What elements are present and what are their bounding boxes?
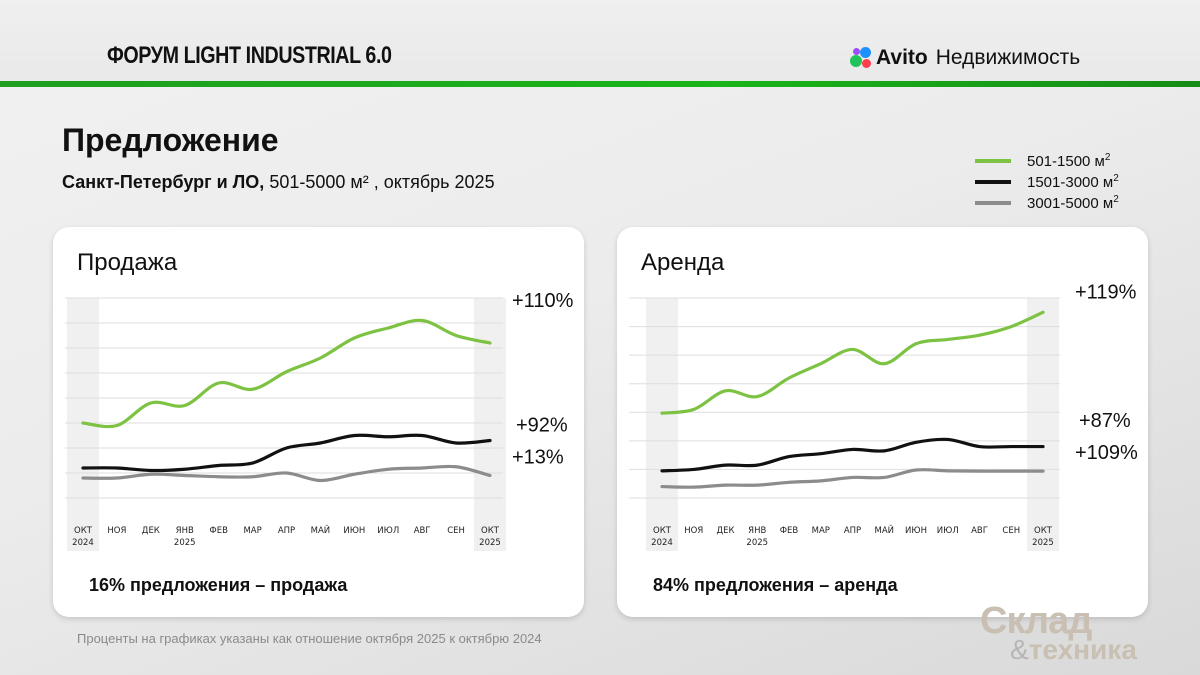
chart-title: Аренда — [641, 249, 725, 276]
forum-title: ФОРУМ LIGHT INDUSTRIAL 6.0 — [107, 42, 392, 69]
change-label: +110% — [512, 290, 574, 312]
subtitle-details: 501-5000 м² , октябрь 2025 — [264, 172, 495, 192]
chart-footer: 84% предложения – аренда — [653, 575, 898, 595]
change-label: +109% — [1075, 442, 1138, 464]
avito-dots-icon — [850, 47, 872, 69]
header-divider — [0, 81, 1200, 87]
series-line — [81, 433, 492, 473]
x-tick-label: АПР — [844, 526, 861, 536]
x-tick-label: ИЮЛ — [377, 526, 399, 536]
chart-sale: ОКТ 2024 НОЯ ДЕК ЯНВ 2025 ФЕВ МАР АПР МАЙ ИЮН ИЮЛ АВ… — [65, 290, 574, 551]
x-tick-label: МАЙ — [311, 524, 331, 536]
series-line — [660, 468, 1045, 489]
legend-swatch — [975, 158, 1011, 163]
change-label: +87% — [1079, 410, 1131, 432]
x-tick-label: ФЕВ — [780, 526, 799, 536]
highlight-band — [474, 298, 506, 551]
series-line — [81, 464, 492, 483]
x-tick-label: СЕН — [1002, 526, 1020, 536]
legend-label: 501-1500 м2 — [1027, 151, 1111, 170]
x-tick-label-year: 2025 — [174, 538, 196, 548]
brand-subtitle: Недвижимость — [935, 46, 1081, 69]
x-tick-label-year: 2025 — [746, 538, 768, 548]
page-title: Предложение — [62, 122, 279, 158]
x-tick-label: ОКТ — [481, 526, 500, 536]
x-tick-label: АВГ — [971, 526, 988, 536]
x-tick-label: ОКТ — [74, 526, 93, 536]
x-tick-label: МАР — [243, 526, 261, 536]
legend-item: 3001-5000 м2 — [975, 192, 1119, 213]
x-tick-label: ИЮЛ — [937, 526, 959, 536]
x-tick-label: ЯНВ — [748, 526, 766, 536]
x-tick-label: ДЕК — [716, 526, 734, 536]
x-tick-label-year: 2025 — [479, 538, 501, 548]
page-subtitle: Санкт-Петербург и ЛО, 501-5000 м² , октя… — [62, 172, 495, 193]
highlight-band — [1027, 298, 1059, 551]
watermark-line1: Склад — [980, 600, 1092, 642]
watermark-logo: Склад &техника — [980, 600, 1190, 670]
x-tick-label-year: 2024 — [72, 538, 94, 548]
x-tick-label: АВГ — [414, 526, 431, 536]
top-bar — [0, 0, 1200, 84]
legend-swatch — [975, 200, 1011, 205]
footnote: Проценты на графиках указаны как отношен… — [77, 631, 542, 646]
legend-item: 1501-3000 м2 — [975, 171, 1119, 192]
subtitle-region: Санкт-Петербург и ЛО, — [62, 172, 265, 192]
series-line — [660, 310, 1045, 415]
x-tick-label: ДЕК — [142, 526, 160, 536]
legend-swatch — [975, 179, 1011, 184]
change-label: +119% — [1075, 281, 1137, 303]
x-tick-label: АПР — [278, 526, 295, 536]
change-label: +92% — [516, 415, 568, 437]
legend-item: 501-1500 м2 — [975, 150, 1119, 171]
legend-label: 3001-5000 м2 — [1027, 193, 1119, 212]
x-tick-label-year: 2025 — [1032, 538, 1054, 548]
chart-title: Продажа — [77, 249, 178, 276]
chart-card-rent: Аренда ОКТ 2024 НОЯ ДЕК ЯНВ 2025 ФЕВ МАР АПР МАЙ И… — [617, 227, 1148, 617]
x-tick-label: НОЯ — [107, 526, 126, 536]
x-tick-label: ИЮН — [343, 526, 365, 536]
chart-rent: ОКТ 2024 НОЯ ДЕК ЯНВ 2025 ФЕВ МАР АПР МАЙ ИЮН ИЮЛ АВ… — [629, 281, 1138, 551]
series-line — [81, 318, 492, 429]
chart-card-sale: Продажа ОКТ 2024 НОЯ ДЕК ЯНВ 2025 ФЕВ МАР АПР МАЙ… — [53, 227, 584, 617]
x-tick-label: ФЕВ — [209, 526, 228, 536]
x-tick-label: МАЙ — [874, 524, 894, 536]
legend: 501-1500 м2 1501-3000 м2 3001-5000 м2 — [975, 150, 1119, 213]
change-label: +13% — [512, 447, 564, 469]
brand-name: Avito — [876, 46, 928, 69]
x-tick-label: СЕН — [447, 526, 465, 536]
x-tick-label: МАР — [812, 526, 830, 536]
x-tick-label: ИЮН — [905, 526, 927, 536]
x-tick-label: ОКТ — [1034, 526, 1053, 536]
watermark-line2: &техника — [1010, 634, 1137, 665]
series-line — [660, 437, 1045, 473]
highlight-band — [646, 298, 678, 551]
x-tick-label: ОКТ — [653, 526, 672, 536]
chart-footer: 16% предложения – продажа — [89, 575, 348, 595]
brand-logo: Avito Недвижимость — [850, 46, 1080, 70]
x-tick-label-year: 2024 — [651, 538, 673, 548]
x-tick-label: НОЯ — [684, 526, 703, 536]
x-tick-label: ЯНВ — [176, 526, 194, 536]
legend-label: 1501-3000 м2 — [1027, 172, 1119, 191]
